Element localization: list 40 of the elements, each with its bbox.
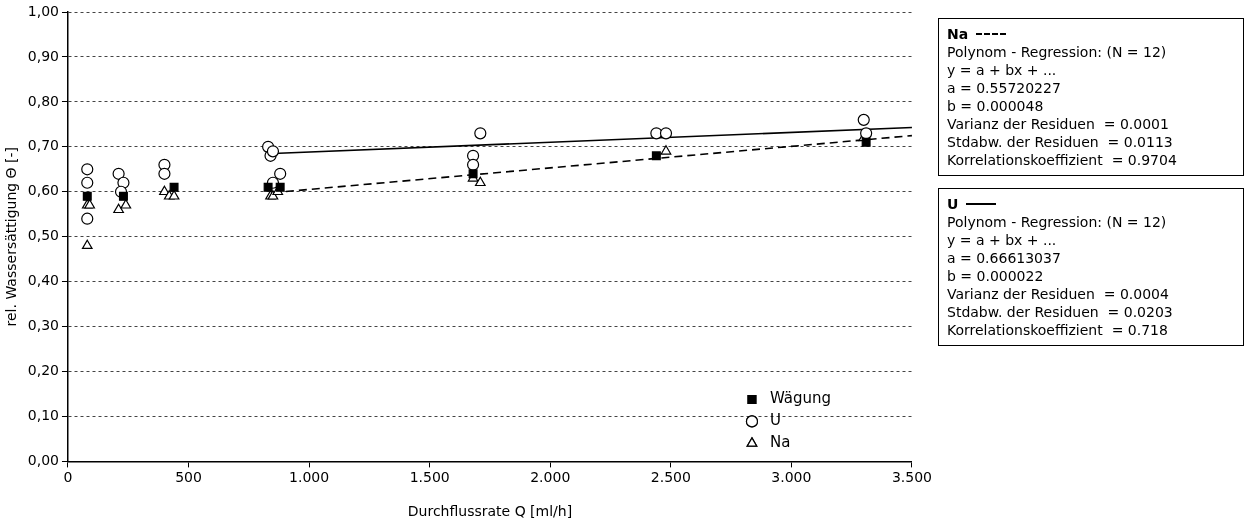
legend-label: U <box>769 411 781 430</box>
y-tick-label: 0,80 <box>27 92 59 109</box>
text: b = 0.000048 <box>947 97 1045 115</box>
y-tick-label: 0,50 <box>27 227 59 244</box>
y-tick-label: 0,60 <box>27 182 59 199</box>
y-tick-label: 0,10 <box>27 407 59 424</box>
text: U <box>947 195 959 213</box>
x-tick-label: 1.000 <box>289 469 330 486</box>
text: Polynom - Regression: (N = 12) <box>947 43 1168 61</box>
text: Korrelationskoeffizient = 0.718 <box>947 321 1169 339</box>
text: y = a + bx + ... <box>947 231 1058 249</box>
text: Stdabw. der Residuen = 0.0203 <box>947 303 1174 321</box>
y-tick-label: 0,30 <box>27 317 59 334</box>
text: y = a + bx + ... <box>947 61 1058 79</box>
text: Korrelationskoeffizient = 0.9704 <box>947 151 1178 169</box>
text: Stdabw. der Residuen = 0.0113 <box>947 133 1174 151</box>
text: b = 0.000022 <box>947 267 1045 285</box>
text: Varianz der Residuen = 0.0001 <box>947 115 1170 133</box>
legend-label: Na <box>769 433 791 452</box>
y-tick-label: 1,00 <box>27 2 59 19</box>
x-tick-label: 3.500 <box>891 469 933 486</box>
text: Polynom - Regression: (N = 12) <box>947 213 1168 231</box>
y-tick-label: 0,70 <box>27 137 59 154</box>
x-axis-title: Durchflussrate Q [ml/h] <box>407 503 573 520</box>
x-tick-label: 500 <box>175 469 202 486</box>
y-axis-title: rel. Wassersättigung Θ [-] <box>3 146 20 327</box>
x-tick-label: 3.000 <box>771 469 812 486</box>
y-tick-label: 0,40 <box>27 272 59 289</box>
x-tick-label: 2.000 <box>530 469 571 486</box>
y-tick-label: 0,90 <box>27 47 59 64</box>
text: a = 0.66613037 <box>947 249 1062 267</box>
x-tick-label: 2.500 <box>650 469 691 486</box>
text: Varianz der Residuen = 0.0004 <box>947 285 1170 303</box>
y-tick-label: 0,00 <box>27 452 59 469</box>
legend-label: Wägung <box>769 389 832 408</box>
text: a = 0.55720227 <box>947 79 1062 97</box>
x-tick-label: 0 <box>63 469 73 486</box>
text: Na <box>947 25 969 43</box>
x-tick-label: 1.500 <box>409 469 450 486</box>
y-tick-label: 0,20 <box>27 362 59 379</box>
